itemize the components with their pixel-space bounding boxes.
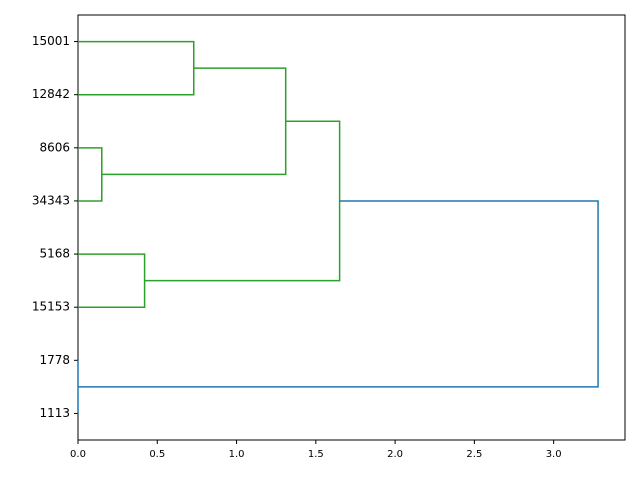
dendrogram-link [78, 147, 103, 202]
leaf-label: 15001 [32, 34, 70, 48]
x-tick-label: 2.0 [387, 449, 403, 460]
x-tick-label: 2.5 [466, 449, 482, 460]
x-tick-label: 3.0 [546, 449, 562, 460]
dendrogram-link [78, 40, 195, 96]
leaf-label: 5168 [39, 247, 70, 261]
leaf-label: 12842 [32, 87, 70, 101]
leaf-label: 1778 [39, 353, 70, 367]
axes-frame [77, 14, 626, 441]
leaf-label: 1113 [39, 406, 70, 420]
x-tick-label: 0.5 [149, 449, 165, 460]
dendrogram-link [101, 67, 287, 176]
x-tick-label: 1.0 [229, 449, 245, 460]
dendrogram-link [78, 253, 146, 308]
leaf-label: 8606 [39, 140, 70, 154]
leaf-label: 15153 [32, 300, 70, 314]
dendrogram-link [144, 120, 341, 282]
x-tick-label: 1.5 [308, 449, 324, 460]
leaf-label: 34343 [32, 193, 70, 207]
dendrogram-link [78, 200, 599, 388]
x-tick-label: 0.0 [70, 449, 86, 460]
